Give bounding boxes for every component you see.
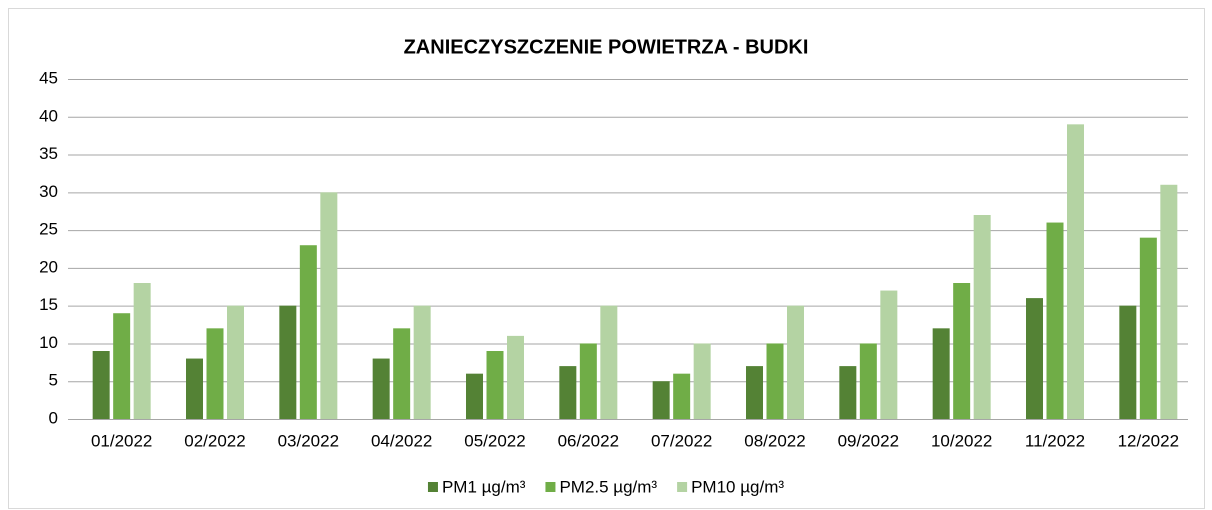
bar xyxy=(1026,298,1043,419)
legend-label: PM10 µg/m³ xyxy=(691,477,784,496)
y-tick-label: 45 xyxy=(39,68,58,87)
bar xyxy=(320,192,338,419)
x-tick-label: 05/2022 xyxy=(464,431,525,450)
bar xyxy=(559,366,577,419)
x-tick-label: 07/2022 xyxy=(651,431,712,450)
y-tick-label: 10 xyxy=(39,333,58,352)
bar xyxy=(953,283,971,419)
bar xyxy=(133,283,151,419)
y-tick-label: 25 xyxy=(39,220,58,239)
bar xyxy=(600,305,618,419)
bar xyxy=(787,305,804,419)
x-tick-label: 11/2022 xyxy=(1025,431,1085,450)
bar xyxy=(1046,222,1064,419)
y-tick-label: 15 xyxy=(39,295,58,314)
bar xyxy=(693,343,711,419)
bar xyxy=(393,328,411,419)
bar xyxy=(880,290,898,419)
y-tick-label: 35 xyxy=(39,144,58,163)
bar xyxy=(652,381,670,419)
chart-border xyxy=(8,8,1205,509)
y-tick-label: 20 xyxy=(39,257,58,276)
x-tick-label: 03/2022 xyxy=(278,431,339,450)
bar xyxy=(673,373,691,419)
y-tick-label: 5 xyxy=(49,371,58,390)
bar xyxy=(1139,237,1157,419)
x-tick-label: 10/2022 xyxy=(931,431,992,450)
bar xyxy=(92,351,110,419)
x-tick-label: 04/2022 xyxy=(371,431,432,450)
y-tick-label: 0 xyxy=(49,408,58,427)
legend-swatch xyxy=(677,482,688,492)
x-tick-label: 06/2022 xyxy=(558,431,619,450)
bar xyxy=(413,305,431,419)
bar xyxy=(227,305,244,419)
bar xyxy=(486,351,504,419)
legend-swatch xyxy=(545,482,556,492)
bar xyxy=(839,366,857,419)
bar xyxy=(279,305,297,419)
bar xyxy=(766,343,784,419)
bar xyxy=(186,358,203,419)
bar xyxy=(1119,305,1137,419)
y-tick-label: 40 xyxy=(39,106,58,125)
legend-swatch xyxy=(427,482,438,492)
bar xyxy=(372,358,390,419)
bar xyxy=(113,313,131,419)
bar xyxy=(466,373,483,419)
bar xyxy=(206,328,224,419)
legend-label: PM2.5 µg/m³ xyxy=(559,477,657,496)
x-tick-label: 02/2022 xyxy=(184,431,245,450)
x-tick-label: 12/2022 xyxy=(1118,431,1179,450)
bar xyxy=(859,343,877,419)
chart-title: ZANIECZYSZCZENIE POWIETRZA - BUDKI xyxy=(404,36,809,58)
bar xyxy=(299,245,317,419)
bar xyxy=(1160,184,1178,419)
bar xyxy=(579,343,597,419)
bar xyxy=(932,328,950,419)
bar xyxy=(973,215,991,419)
x-tick-label: 01/2022 xyxy=(91,431,152,450)
y-tick-label: 30 xyxy=(39,182,58,201)
legend-label: PM1 µg/m³ xyxy=(442,477,526,496)
x-tick-label: 08/2022 xyxy=(744,431,805,450)
bar xyxy=(507,335,524,419)
bar xyxy=(1067,124,1084,419)
x-tick-label: 09/2022 xyxy=(838,431,899,450)
bar xyxy=(746,366,763,419)
